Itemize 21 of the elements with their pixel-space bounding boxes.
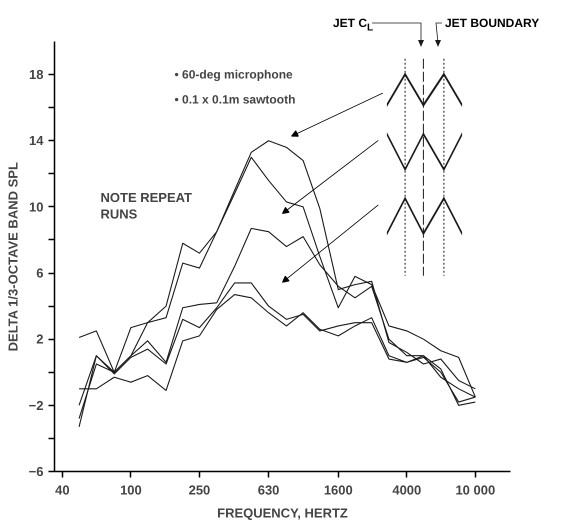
x-tick-label: 630	[258, 482, 280, 498]
y-tick-label: 10	[29, 199, 44, 214]
x-tick-label: 10 000	[455, 482, 496, 498]
x-tick-label: 250	[188, 482, 210, 498]
annotation: • 60-deg microphone	[174, 68, 294, 82]
y-tick-label: −6	[28, 464, 44, 479]
y-tick-label: 18	[29, 67, 44, 82]
y-tick-label: −2	[28, 398, 44, 413]
y-tick-label: 14	[29, 133, 44, 148]
y-tick-label: 6	[36, 266, 44, 281]
text: JET BOUNDARY	[445, 16, 540, 30]
x-tick-label: 1600	[324, 482, 353, 498]
y-axis-title: DELTA 1/3-OCTAVE BAND SPL	[6, 162, 21, 352]
x-tick-label: 4000	[392, 482, 422, 498]
x-axis-title: FREQUENCY, HERTZ	[217, 506, 348, 520]
text: JET C$_{L}$	[333, 16, 374, 34]
y-tick-label: 2	[36, 332, 44, 347]
annotation: NOTE REPEAT RUNS	[100, 190, 192, 222]
x-tick-label: 100	[120, 482, 142, 498]
x-tick-label: 40	[55, 482, 70, 498]
annotation: • 0.1 x 0.1m sawtooth	[174, 92, 296, 106]
